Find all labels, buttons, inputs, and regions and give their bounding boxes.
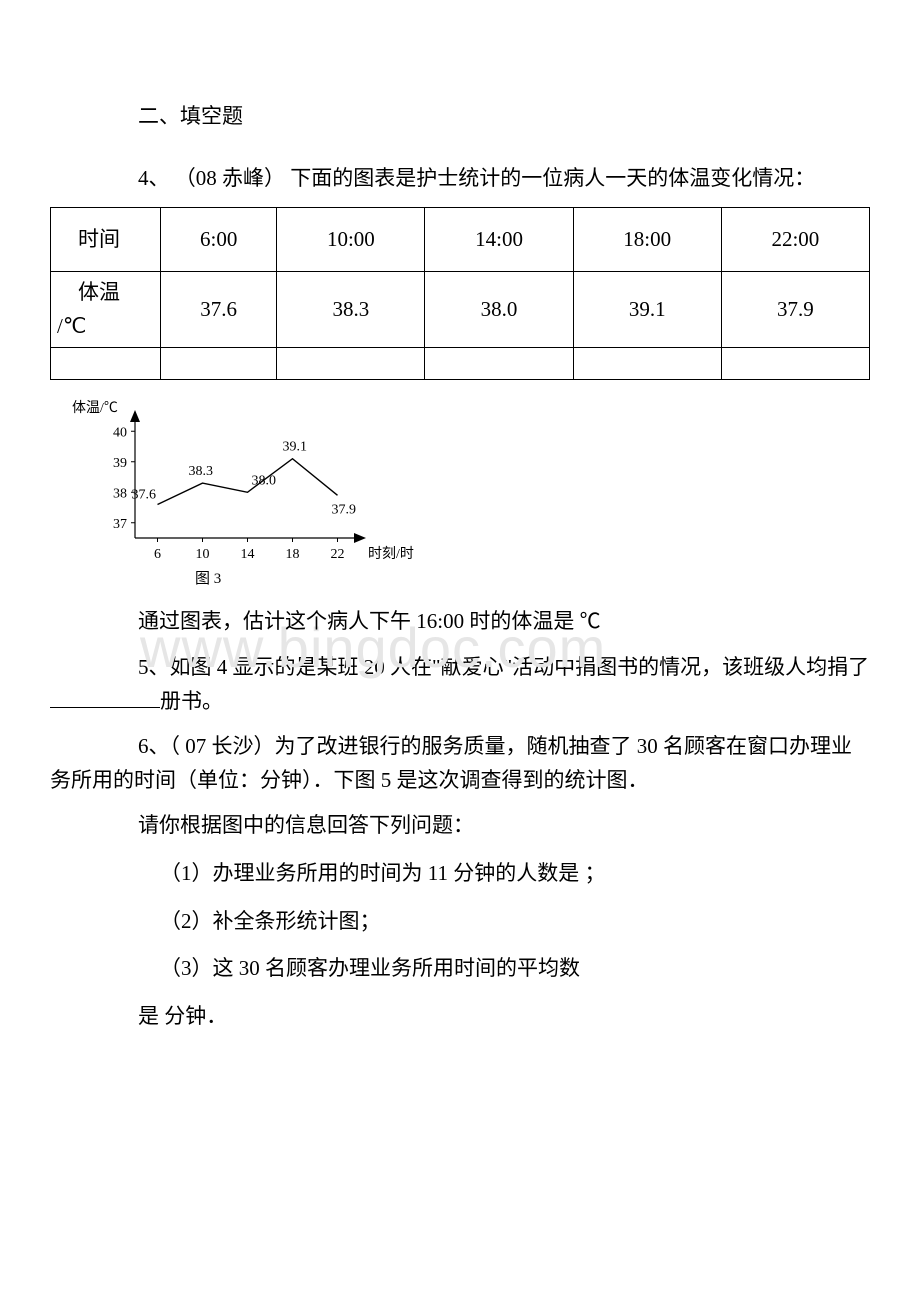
svg-text:38: 38 [113,487,127,502]
cell-time: 18:00 [573,208,721,272]
cell-temp: 37.9 [721,272,869,348]
svg-text:37: 37 [113,517,127,532]
q5-tail: 册书。 [160,689,223,713]
temperature-table: 时间 6:00 10:00 14:00 18:00 22:00 体温/℃ 37.… [50,207,870,380]
q6-sub3b: 是 分钟． [50,1000,870,1034]
cell-temp: 37.6 [161,272,277,348]
q6-lead: 请你根据图中的信息回答下列问题： [50,809,870,843]
q5-main: 5、如图 4 显示的是某班 20 人在"献爱心"活动中捐图书的情况，该班级人均捐… [138,655,869,679]
svg-text:38.0: 38.0 [252,474,277,489]
svg-text:37.9: 37.9 [332,503,357,518]
q4-text: 下面的图表是护士统计的一位病人一天的体温变化情况： [290,166,815,190]
svg-text:39: 39 [113,456,127,471]
row-label-time: 时间 [51,208,161,272]
cell-time: 22:00 [721,208,869,272]
svg-text:图 3: 图 3 [195,570,221,587]
cell-temp: 38.3 [277,272,425,348]
q4-prompt: 4、 （08 赤峰） 下面的图表是护士统计的一位病人一天的体温变化情况： [50,162,870,196]
svg-text:22: 22 [331,547,345,562]
svg-text:40: 40 [113,426,127,441]
q6-head: 6、（ 07 长沙）为了改进银行的服务质量，随机抽查了 30 名顾客在窗口办理业… [50,730,870,797]
q5-text: 5、如图 4 显示的是某班 20 人在"献爱心"活动中捐图书的情况，该班级人均捐… [50,651,870,718]
svg-text:6: 6 [154,547,161,562]
row-label-temp: 体温/℃ [51,272,161,348]
table-row: 体温/℃ 37.6 38.3 38.0 39.1 37.9 [51,272,870,348]
cell-temp: 39.1 [573,272,721,348]
q6-sub1: （1）办理业务所用的时间为 11 分钟的人数是 ； [50,857,870,891]
chart-svg: 体温/℃ 37 38 39 40 6 10 14 18 22 时刻/时 37.6 38.3 38.0 39.… [50,398,420,593]
q6-sub3: （3）这 30 名顾客办理业务所用时间的平均数 [50,952,870,986]
q4-tail: 通过图表，估计这个病人下午 16:00 时的体温是 ℃ [50,605,870,639]
cell-time: 14:00 [425,208,573,272]
q6-sub2: （2）补全条形统计图； [50,905,870,939]
svg-text:38.3: 38.3 [189,464,214,479]
q4-number: 4、 [138,166,170,190]
section-heading: 二、填空题 [138,100,870,134]
svg-text:18: 18 [286,547,300,562]
svg-text:10: 10 [196,547,210,562]
cell-temp: 38.0 [425,272,573,348]
table-row-empty [51,348,870,380]
svg-text:37.6: 37.6 [132,488,157,503]
q4-source: （08 赤峰） [175,166,285,190]
cell-time: 6:00 [161,208,277,272]
svg-text:体温/℃: 体温/℃ [72,400,118,416]
blank-line [50,707,160,708]
temperature-chart: 体温/℃ 37 38 39 40 6 10 14 18 22 时刻/时 37.6 38.3 38.0 39.… [50,398,870,593]
cell-time: 10:00 [277,208,425,272]
table-row: 时间 6:00 10:00 14:00 18:00 22:00 [51,208,870,272]
svg-text:39.1: 39.1 [283,440,308,455]
svg-text:14: 14 [241,547,255,562]
svg-text:时刻/时: 时刻/时 [368,546,414,562]
